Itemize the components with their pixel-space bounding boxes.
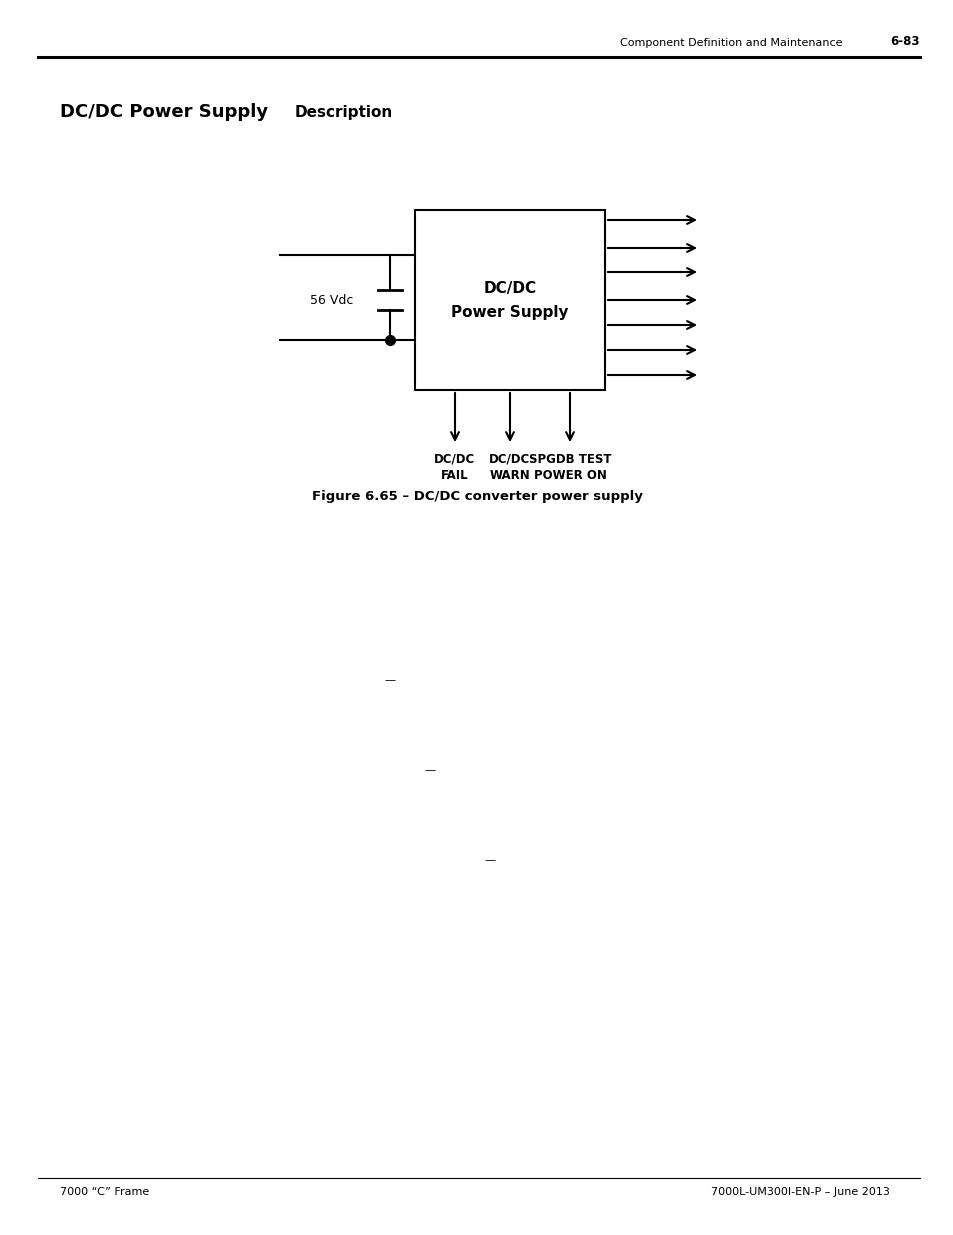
Text: —: — xyxy=(484,855,495,864)
Text: POWER ON: POWER ON xyxy=(533,469,606,482)
Text: DC/DC: DC/DC xyxy=(483,280,536,295)
Text: —: — xyxy=(424,764,436,776)
Bar xyxy=(415,210,604,390)
Text: Description: Description xyxy=(294,105,393,120)
Text: FAIL: FAIL xyxy=(440,469,468,482)
Text: —: — xyxy=(384,676,395,685)
Text: Power Supply: Power Supply xyxy=(451,305,568,320)
Text: DC/DC: DC/DC xyxy=(489,453,530,466)
Text: DC/DC Power Supply: DC/DC Power Supply xyxy=(60,103,268,121)
Text: Component Definition and Maintenance: Component Definition and Maintenance xyxy=(619,38,841,48)
Text: Figure 6.65 – DC/DC converter power supply: Figure 6.65 – DC/DC converter power supp… xyxy=(312,490,641,503)
Text: 56 Vdc: 56 Vdc xyxy=(310,294,353,306)
Text: 7000L-UM300I-EN-P – June 2013: 7000L-UM300I-EN-P – June 2013 xyxy=(710,1187,889,1197)
Text: DC/DC: DC/DC xyxy=(434,453,476,466)
Text: 6-83: 6-83 xyxy=(889,35,919,48)
Text: WARN: WARN xyxy=(489,469,530,482)
Text: 7000 “C” Frame: 7000 “C” Frame xyxy=(60,1187,149,1197)
Text: SPGDB TEST: SPGDB TEST xyxy=(528,453,611,466)
